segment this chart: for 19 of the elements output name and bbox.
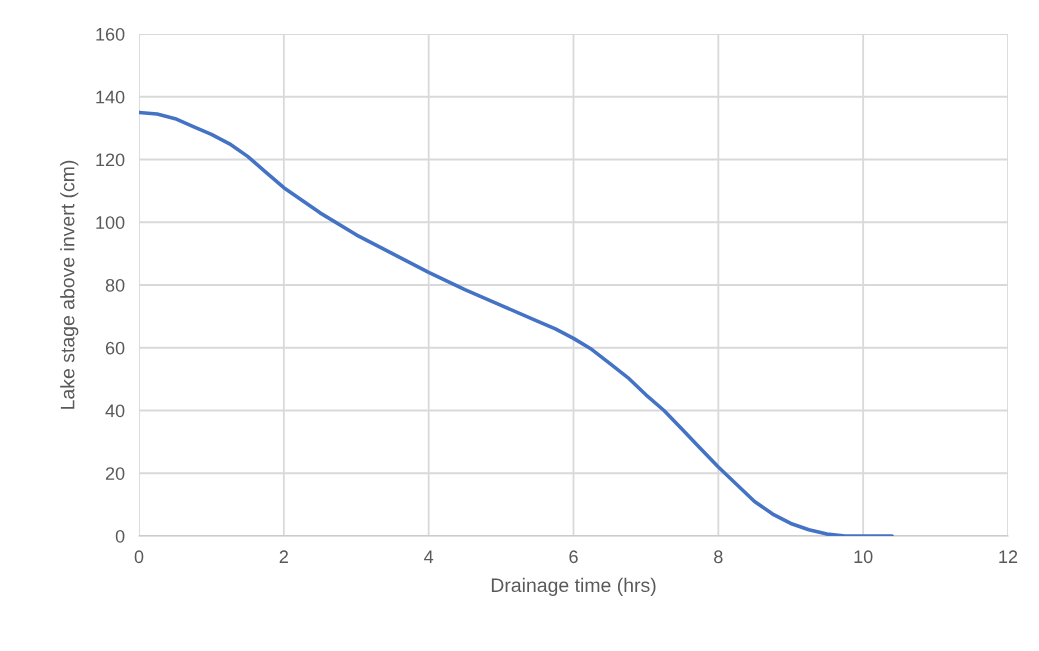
x-tick-label: 12: [999, 550, 1018, 563]
y-tick-label: 100: [96, 216, 125, 229]
y-tick-label: 40: [105, 404, 125, 418]
x-axis-title: Drainage time (hrs): [491, 577, 656, 596]
x-tick-label: 10: [854, 550, 873, 564]
y-tick-label: 160: [96, 27, 125, 41]
y-tick-label: 80: [105, 278, 125, 292]
y-tick-label: 120: [96, 153, 125, 167]
x-tick-label: 2: [279, 550, 288, 563]
line-series: [139, 110, 894, 536]
y-tick-label: 60: [105, 341, 125, 355]
x-tick-label: 8: [714, 550, 723, 564]
y-tick-label: 20: [105, 467, 125, 480]
x-tick-label: 0: [134, 550, 144, 564]
x-tick-label: 4: [424, 550, 434, 563]
x-tick-label: 6: [569, 550, 578, 564]
y-axis-title: Lake stage above invert (cm): [60, 160, 79, 409]
y-tick-label: 0: [115, 529, 125, 543]
y-tick-label: 140: [96, 90, 125, 104]
